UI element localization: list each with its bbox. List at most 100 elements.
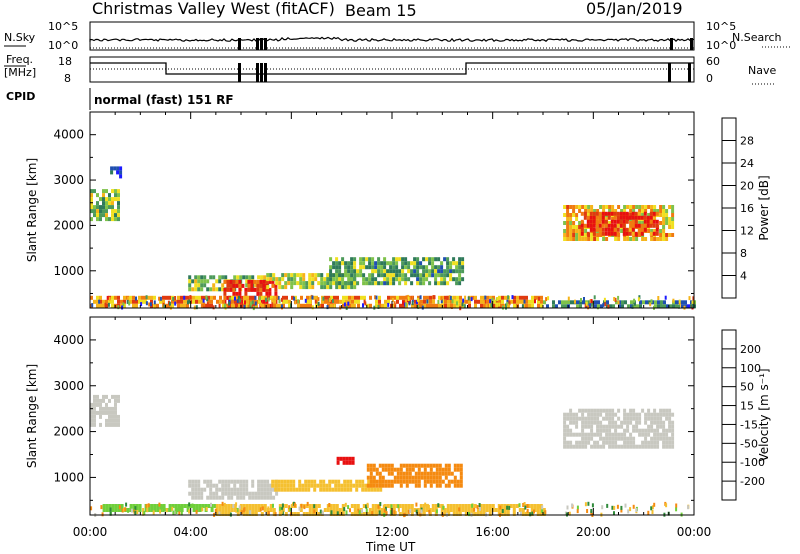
data-cell — [344, 281, 348, 286]
data-cell — [351, 299, 354, 304]
data-cell — [367, 487, 371, 492]
data-cell — [105, 410, 108, 415]
data-cell — [351, 295, 354, 300]
data-cell — [434, 504, 438, 508]
data-cell — [135, 299, 138, 304]
data-cell — [477, 299, 480, 304]
data-cell — [665, 416, 669, 421]
data-cell — [416, 281, 420, 286]
data-cell — [581, 440, 585, 445]
data-cell — [343, 479, 347, 484]
data-speck — [432, 295, 435, 300]
data-speck — [613, 297, 616, 301]
data-cell — [422, 269, 426, 274]
data-cell — [210, 303, 213, 308]
data-cell — [501, 295, 504, 300]
data-cell — [209, 287, 213, 292]
data-cell — [473, 512, 477, 516]
data-cell — [611, 436, 615, 441]
data-cell — [444, 467, 448, 472]
data-cell — [200, 279, 204, 284]
data-cell — [362, 261, 366, 266]
data-cell — [171, 299, 174, 304]
data-cell — [260, 504, 264, 508]
data-cell — [593, 440, 597, 445]
data-cell — [608, 416, 612, 421]
data-cell — [192, 508, 196, 512]
data-cell — [414, 471, 418, 476]
data-speck — [280, 509, 283, 514]
data-cell — [111, 197, 114, 202]
data-cell — [597, 300, 600, 305]
data-cell — [311, 285, 315, 290]
data-cell — [326, 285, 330, 290]
data-cell — [503, 504, 507, 508]
data-cell — [90, 205, 93, 210]
data-cell — [362, 265, 366, 270]
data-cell — [447, 471, 451, 476]
data-speck — [134, 506, 137, 511]
data-speck — [223, 303, 226, 308]
data-cell — [479, 508, 483, 512]
data-cell — [598, 227, 602, 232]
data-cell — [105, 418, 108, 423]
data-cell — [117, 189, 120, 194]
data-cell — [455, 504, 459, 508]
data-cell — [608, 440, 612, 445]
data-speck — [210, 502, 212, 507]
data-cell — [613, 211, 617, 216]
data-cell — [401, 504, 405, 508]
data-cell — [221, 512, 225, 516]
data-speck — [236, 302, 238, 307]
data-cell — [90, 402, 93, 407]
data-cell — [404, 508, 408, 512]
data-cell — [459, 467, 463, 472]
data-cell — [301, 483, 305, 488]
data-cell — [404, 273, 408, 278]
data-cell — [599, 436, 603, 441]
data-cell — [419, 273, 423, 278]
data-region — [90, 189, 120, 222]
data-cell — [626, 205, 630, 209]
data-cell — [194, 287, 198, 292]
data-cell — [197, 283, 201, 288]
data-cell — [314, 508, 318, 512]
data-cell — [348, 456, 352, 461]
data-cell — [102, 398, 105, 403]
data-cell — [99, 303, 102, 308]
data-cell — [637, 223, 641, 228]
data-cell — [371, 269, 375, 274]
data-cell — [584, 205, 588, 209]
data-cell — [575, 416, 579, 421]
data-cell — [381, 483, 385, 488]
data-speck — [499, 505, 502, 510]
data-speck — [456, 301, 458, 306]
data-cell — [632, 205, 636, 209]
data-cell — [579, 300, 582, 305]
data-speck — [278, 299, 281, 304]
data-cell — [644, 428, 648, 433]
data-cell — [262, 287, 266, 292]
data-speck — [659, 300, 662, 305]
data-cell — [644, 237, 648, 241]
data-cell — [384, 299, 387, 304]
data-cell — [299, 285, 303, 290]
data-cell — [203, 279, 207, 284]
data-cell — [171, 303, 174, 308]
data-speck — [272, 503, 274, 508]
data-speck — [172, 296, 175, 301]
data-cell — [575, 412, 579, 417]
data-cell — [123, 303, 126, 308]
data-cell — [306, 299, 309, 304]
data-cell — [473, 504, 477, 508]
data-cell — [308, 277, 312, 282]
data-cell — [416, 273, 420, 278]
data-cell — [425, 269, 429, 274]
data-cell — [398, 273, 402, 278]
data-cell — [215, 491, 219, 496]
data-cell — [569, 412, 573, 417]
x-tick-label: 04:00 — [173, 525, 208, 539]
data-speck — [541, 505, 544, 510]
data-speck — [277, 296, 280, 300]
data-speck — [247, 304, 250, 309]
